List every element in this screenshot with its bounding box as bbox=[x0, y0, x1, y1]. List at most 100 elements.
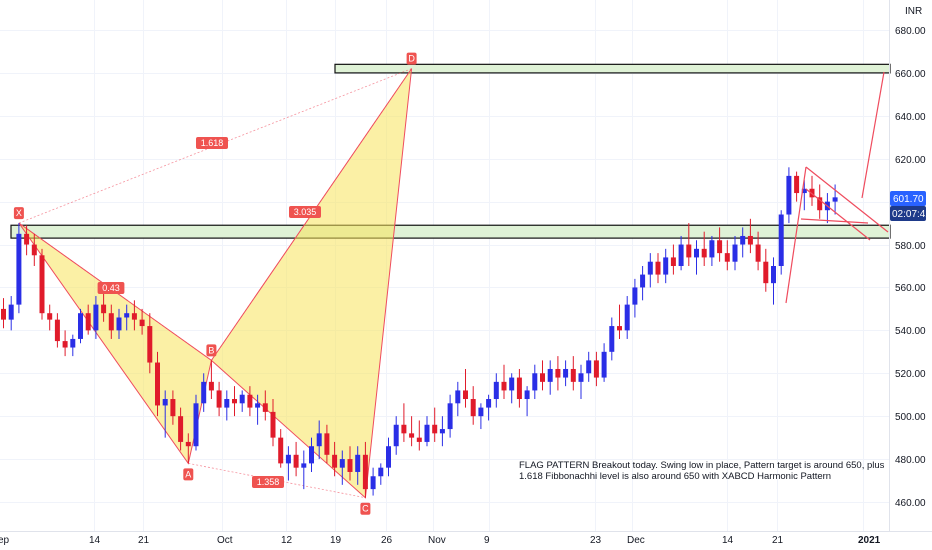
candle-body bbox=[717, 240, 723, 254]
candle-body bbox=[747, 235, 753, 245]
candle-body bbox=[509, 377, 515, 391]
horizontal-zones bbox=[10, 63, 891, 239]
currency-label: INR bbox=[905, 6, 922, 17]
candle-body bbox=[293, 454, 299, 468]
candle-body bbox=[332, 454, 338, 468]
candle-body bbox=[62, 341, 68, 348]
candle-body bbox=[31, 244, 37, 256]
x-tick-label: 21 bbox=[138, 535, 150, 546]
pattern-labels: X A B C D 1.618 0.43 3.035 1.358 bbox=[13, 52, 417, 515]
candle-body bbox=[647, 261, 653, 275]
y-tick-label: 680.00 bbox=[895, 26, 926, 37]
candle-body bbox=[101, 304, 107, 314]
candle-body bbox=[632, 287, 638, 305]
candle-body bbox=[409, 433, 415, 438]
candle-body bbox=[85, 313, 91, 331]
candle-body bbox=[640, 274, 646, 288]
y-tick-label: 460.00 bbox=[895, 498, 926, 509]
candle-body bbox=[540, 373, 545, 382]
candle-body bbox=[516, 377, 522, 400]
x-tick-label: Nov bbox=[428, 535, 446, 546]
candle-body bbox=[316, 433, 322, 447]
candle-body bbox=[170, 399, 176, 417]
candle-body bbox=[686, 244, 692, 258]
candle-body bbox=[193, 403, 199, 447]
candle-body bbox=[216, 390, 222, 408]
candle-body bbox=[755, 244, 761, 262]
y-tick-label: 620.00 bbox=[895, 155, 926, 166]
candle-body bbox=[740, 235, 746, 245]
x-tick-label: 14 bbox=[89, 535, 101, 546]
candle-body bbox=[555, 368, 561, 378]
candle-body bbox=[439, 429, 445, 434]
candle-body bbox=[16, 233, 22, 305]
candle-body bbox=[24, 233, 30, 245]
candle-body bbox=[786, 175, 792, 215]
ratio-label: 0.43 bbox=[102, 283, 120, 293]
candle-body bbox=[239, 394, 245, 404]
candle-body bbox=[470, 399, 476, 417]
candle-body bbox=[362, 454, 368, 490]
candle-body bbox=[801, 188, 807, 194]
annotation-line-2: 1.618 Fibbonachhi level is also around 6… bbox=[519, 471, 831, 482]
y-tick-label: 580.00 bbox=[895, 241, 926, 252]
price-badges: 601.70 02:07:42 bbox=[890, 191, 931, 221]
x-tick-label: 2021 bbox=[858, 535, 881, 546]
ratio-label: 3.035 bbox=[294, 207, 317, 217]
annotation-line-1: FLAG PATTERN Breakout today. Swing low i… bbox=[519, 460, 885, 471]
x-tick-label: ep bbox=[0, 535, 10, 546]
candle-body bbox=[162, 399, 168, 406]
candle-body bbox=[393, 424, 399, 447]
flag-lower-line bbox=[805, 188, 871, 241]
candle-body bbox=[609, 326, 615, 352]
candle-body bbox=[701, 248, 707, 258]
y-tick-label: 500.00 bbox=[895, 412, 926, 423]
candle-body bbox=[185, 441, 191, 447]
candle-body bbox=[447, 403, 453, 430]
pattern-point-label: X bbox=[16, 208, 22, 218]
candle-body bbox=[93, 304, 99, 331]
y-tick-label: 520.00 bbox=[895, 369, 926, 380]
candle-body bbox=[678, 244, 684, 266]
candle-body bbox=[663, 257, 669, 275]
horizontal-zone bbox=[334, 63, 891, 74]
candle-body bbox=[8, 304, 14, 320]
candle-body bbox=[493, 381, 499, 400]
x-tick-label: 26 bbox=[381, 535, 393, 546]
flag-base-line bbox=[800, 218, 869, 224]
bcd-triangle bbox=[210, 68, 413, 499]
candle-body bbox=[285, 454, 291, 464]
pattern-point-badge bbox=[183, 468, 194, 481]
candle-body bbox=[155, 362, 160, 406]
candle-body bbox=[224, 399, 230, 408]
candle-body bbox=[347, 459, 353, 472]
candle-body bbox=[624, 304, 630, 331]
y-tick-label: 560.00 bbox=[895, 283, 926, 294]
candle-body bbox=[108, 313, 114, 331]
ratio-label: 1.358 bbox=[257, 477, 280, 487]
y-tick-label: 480.00 bbox=[895, 455, 926, 466]
candle-body bbox=[593, 360, 599, 378]
candle-body bbox=[1, 308, 6, 320]
candle-body bbox=[278, 437, 284, 464]
candle-body bbox=[232, 399, 237, 404]
flag-upper-line bbox=[805, 166, 889, 233]
candle-body bbox=[570, 368, 576, 382]
candle-body bbox=[586, 360, 592, 374]
candlesticks bbox=[1, 167, 838, 498]
pattern-point-badge bbox=[13, 207, 24, 220]
candle-body bbox=[501, 381, 507, 391]
candle-body bbox=[70, 338, 76, 348]
flag-pattern bbox=[785, 71, 889, 304]
candle-body bbox=[47, 313, 53, 320]
candle-body bbox=[617, 326, 622, 331]
candle-body bbox=[355, 454, 361, 472]
x-tick-label: 21 bbox=[772, 535, 784, 546]
candle-body bbox=[116, 317, 122, 331]
target-projection-line bbox=[861, 71, 885, 199]
candle-body bbox=[455, 390, 461, 404]
y-tick-label: 540.00 bbox=[895, 326, 926, 337]
pattern-point-label: D bbox=[408, 54, 415, 64]
